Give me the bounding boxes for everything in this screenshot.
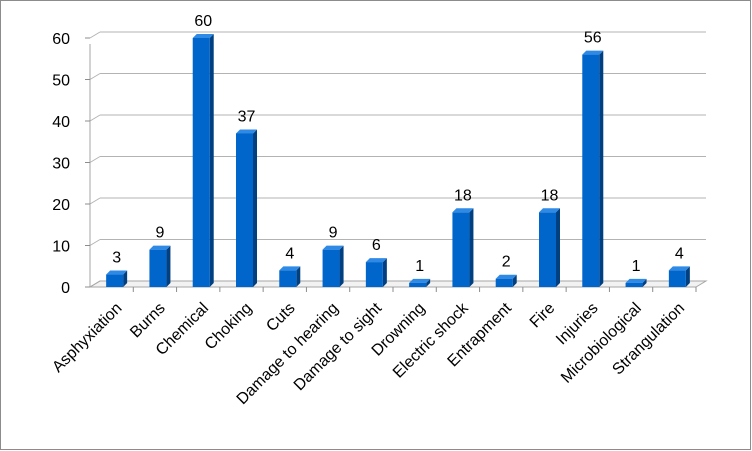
bar-cuts <box>279 266 301 287</box>
y-tick-label: 50 <box>52 73 70 90</box>
bar-fire <box>539 208 560 287</box>
data-label-microbiological: 1 <box>632 258 641 275</box>
bar-top <box>322 245 344 250</box>
gridline-depth <box>89 31 101 39</box>
x-tick-label-fire: Fire <box>527 300 559 332</box>
data-label-damage-to-sight: 6 <box>372 237 381 254</box>
bar-side <box>166 245 171 287</box>
x-tick-label-choking: Choking <box>202 300 256 354</box>
bar-front <box>452 212 470 287</box>
bar-top <box>236 129 257 134</box>
bar-top <box>279 266 301 271</box>
bar-choking <box>236 129 257 287</box>
y-axis-ticks: 0 10 20 30 40 50 60 <box>52 31 90 297</box>
x-tick-label-cuts: Cuts <box>263 300 298 335</box>
gridlines <box>89 31 706 246</box>
bar-side <box>209 34 214 287</box>
gridline-depth <box>89 73 101 80</box>
bar-injuries <box>582 50 604 287</box>
data-label-asphyxiation: 3 <box>112 250 121 267</box>
bar-front <box>192 38 210 287</box>
bar-electric-shock <box>452 208 474 287</box>
bar-side <box>469 208 474 287</box>
bar-top <box>149 245 171 250</box>
y-tick-label: 30 <box>52 156 70 173</box>
bar-side <box>685 266 690 287</box>
bar-side <box>642 278 647 287</box>
bar-microbiological <box>625 278 647 287</box>
bar-top <box>106 270 128 275</box>
data-label-strangulation: 4 <box>675 245 684 262</box>
gridline-depth <box>89 239 101 246</box>
bar-entrapment <box>495 274 517 287</box>
bar-front <box>409 282 427 287</box>
bar-side <box>123 270 128 287</box>
bar-top <box>192 34 214 38</box>
bar-front <box>236 133 253 287</box>
gridline-depth <box>89 197 101 205</box>
data-label-drowning: 1 <box>415 258 424 275</box>
bar-strangulation <box>668 266 690 287</box>
y-tick-label: 0 <box>61 280 70 297</box>
bar-front <box>582 54 600 287</box>
axes <box>88 44 708 288</box>
bar-top <box>668 266 690 271</box>
data-label-fire: 18 <box>541 187 559 204</box>
plot-floor <box>88 280 708 288</box>
bar-side <box>426 278 431 287</box>
bar-damage-to-hearing <box>322 245 344 287</box>
bar-front <box>106 274 124 287</box>
bar-top <box>495 274 517 279</box>
y-tick-label: 10 <box>52 239 70 256</box>
bar-burns <box>149 245 171 287</box>
bar-top <box>539 208 560 213</box>
bar-front <box>625 282 643 287</box>
bar-front <box>668 270 686 287</box>
bar-top <box>452 208 474 213</box>
data-label-damage-to-hearing: 9 <box>329 225 338 242</box>
y-axis-depth-line <box>89 280 101 288</box>
bar-side <box>599 50 604 287</box>
bar-side <box>253 129 257 287</box>
y-tick-label: 20 <box>52 197 70 214</box>
x-tick-label-burns: Burns <box>127 300 169 342</box>
gridline-depth <box>89 114 101 122</box>
bars <box>106 34 690 287</box>
y-tick-label: 40 <box>52 114 70 131</box>
bar-front <box>149 249 167 287</box>
bar-top <box>625 278 647 283</box>
bar-side <box>339 245 344 287</box>
data-label-choking: 37 <box>238 108 256 125</box>
bar-front <box>495 278 513 287</box>
bar-top <box>409 278 431 283</box>
bar-asphyxiation <box>106 270 128 287</box>
bar-side <box>556 208 560 287</box>
data-label-entrapment: 2 <box>502 254 511 271</box>
bar-side <box>512 274 517 287</box>
bar-front <box>279 270 297 287</box>
bar-drowning <box>409 278 431 287</box>
data-label-electric-shock: 18 <box>454 187 472 204</box>
x-tick-label-electric-shock: Electric shock <box>390 299 473 382</box>
bar-chemical <box>192 34 214 287</box>
bar-front <box>322 249 340 287</box>
data-label-cuts: 4 <box>285 245 294 262</box>
bar-top <box>582 50 604 55</box>
bar-side <box>296 266 301 287</box>
x-tick-label-asphyxiation: Asphyxiation <box>49 300 125 376</box>
data-label-injuries: 56 <box>584 30 602 47</box>
gridline-depth <box>89 156 101 163</box>
bar-side <box>382 258 387 287</box>
bar-damage-to-sight <box>365 258 387 287</box>
data-label-burns: 9 <box>155 225 164 242</box>
bar-top <box>365 258 387 263</box>
y-tick-label: 60 <box>52 31 70 48</box>
bar-front <box>365 262 383 287</box>
data-label-chemical: 60 <box>194 13 212 30</box>
data-labels: 3 9 60 37 4 9 6 1 18 2 18 56 1 4 <box>112 13 684 275</box>
bar-front <box>539 212 556 287</box>
